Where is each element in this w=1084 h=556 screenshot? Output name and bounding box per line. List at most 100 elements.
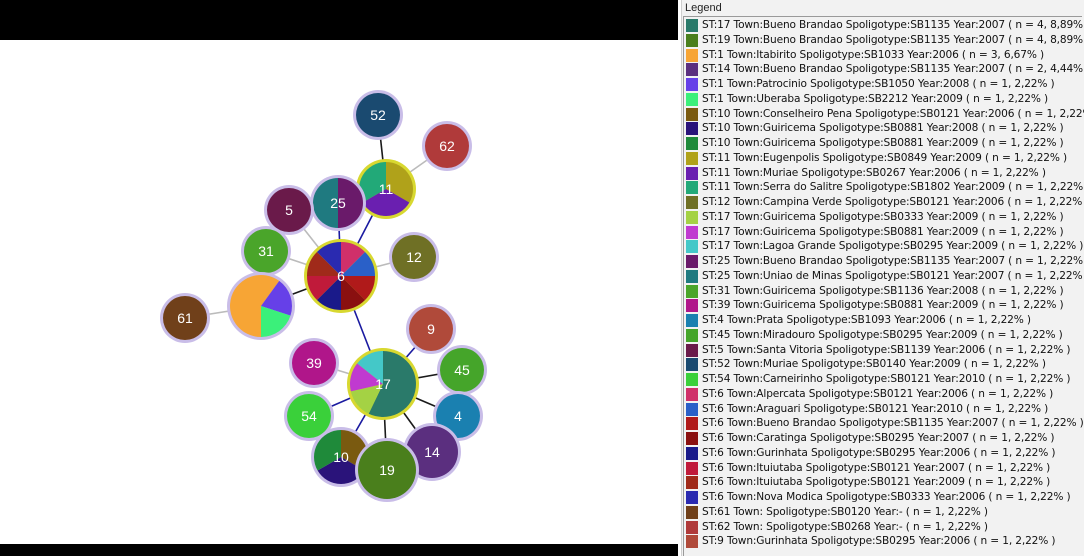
node-label: 12 <box>406 249 422 265</box>
legend-swatch <box>686 358 698 372</box>
legend-label: ST:5 Town:Santa Vitoria Spoligotype:SB11… <box>702 343 1071 356</box>
node-11[interactable]: 11 <box>356 159 416 219</box>
node-slice <box>409 307 453 351</box>
node-label: 4 <box>454 408 462 424</box>
node-label: 17 <box>375 376 391 392</box>
node-45[interactable]: 45 <box>437 345 487 395</box>
legend-label: ST:62 Town: Spoligotype:SB0268 Year:- ( … <box>702 520 988 533</box>
legend-label: ST:10 Town:Guiricema Spoligotype:SB0881 … <box>702 137 1064 149</box>
legend-swatch <box>686 520 698 534</box>
node-slice <box>230 275 280 337</box>
legend-swatch <box>686 255 698 268</box>
legend-swatch <box>686 328 698 342</box>
legend-label: ST:25 Town:Bueno Brandao Spoligotype:SB1… <box>702 255 1084 267</box>
node-slice <box>261 306 291 337</box>
legend-swatch <box>686 166 698 180</box>
node-52[interactable]: 52 <box>353 90 403 140</box>
legend-label: ST:12 Town:Campina Verde Spoligotype:SB0… <box>702 196 1084 208</box>
node-slice <box>350 363 383 392</box>
legend-swatch <box>686 92 698 106</box>
legend-label: ST:6 Town:Ituiutaba Spoligotype:SB0121 Y… <box>702 476 1051 489</box>
legend-swatch <box>686 33 698 47</box>
node-label: 61 <box>177 310 193 326</box>
legend-label: ST:6 Town:Nova Modica Spoligotype:SB0333… <box>702 491 1071 503</box>
node-slice <box>392 235 436 279</box>
top-black-bar <box>0 0 678 40</box>
legend-label: ST:14 Town:Bueno Brandao Spoligotype:SB1… <box>702 63 1084 76</box>
legend-swatch <box>686 63 698 77</box>
legend-swatch <box>686 535 698 549</box>
legend-label: ST:31 Town:Guiricema Spoligotype:SB1136 … <box>702 284 1064 297</box>
node-62[interactable]: 62 <box>422 121 472 171</box>
node-slice <box>341 276 375 301</box>
legend-label: ST:6 Town:Gurinhata Spoligotype:SB0295 Y… <box>702 446 1056 459</box>
node-slice <box>386 162 414 203</box>
legend-swatch <box>686 402 698 416</box>
legend-label: ST:61 Town: Spoligotype:SB0120 Year:- ( … <box>702 505 988 518</box>
legend-swatch <box>686 196 698 209</box>
node-slice <box>358 162 386 203</box>
legend-label: ST:17 Town:Guiricema Spoligotype:SB0881 … <box>702 225 1064 238</box>
legend-swatch <box>686 107 698 121</box>
node-slice <box>341 276 366 310</box>
legend-label: ST:52 Town:Muriae Spoligotype:SB0140 Yea… <box>702 358 1046 371</box>
legend-title: Legend <box>685 2 722 14</box>
legend-swatch <box>686 299 698 313</box>
node-slice <box>425 124 469 168</box>
node-39[interactable]: 39 <box>289 338 339 388</box>
legend-swatch <box>686 78 698 91</box>
node-1[interactable] <box>227 272 295 340</box>
node-17[interactable]: 17 <box>347 348 419 420</box>
node-slice <box>440 348 484 392</box>
node-19[interactable]: 19 <box>355 438 419 502</box>
legend-label: ST:6 Town:Ituiutaba Spoligotype:SB0121 Y… <box>702 461 1051 474</box>
legend-label: ST:25 Town:Uniao de Minas Spoligotype:SB… <box>702 269 1084 282</box>
node-slice <box>358 441 416 499</box>
node-5[interactable]: 5 <box>264 185 314 235</box>
legend-swatch <box>686 210 698 224</box>
network-graph[interactable]: 52 62 11 25 5 31 6 12 61 9 39 17 45 54 4 10 14 19 <box>0 40 678 544</box>
legend-swatch <box>686 343 698 357</box>
node-label: 45 <box>454 362 470 378</box>
legend-frame <box>683 16 1082 556</box>
node-slice <box>356 93 400 137</box>
node-label: 62 <box>439 138 455 154</box>
node-25[interactable]: 25 <box>310 175 366 231</box>
node-slice <box>368 351 416 417</box>
node-54[interactable]: 54 <box>284 391 334 441</box>
node-slice <box>307 251 341 276</box>
node-slice <box>307 276 341 301</box>
node-6[interactable]: 6 <box>304 239 378 313</box>
legend-swatch <box>686 314 698 327</box>
node-label: 14 <box>424 444 440 460</box>
node-9[interactable]: 9 <box>406 304 456 354</box>
node-label: 9 <box>427 321 435 337</box>
node-12[interactable]: 12 <box>389 232 439 282</box>
node-slice <box>316 276 341 310</box>
legend-label: ST:4 Town:Prata Spoligotype:SB1093 Year:… <box>702 314 1031 326</box>
node-slice <box>163 296 207 340</box>
legend-swatch <box>686 387 698 401</box>
node-slice <box>341 251 375 276</box>
legend-swatch <box>686 373 698 386</box>
node-slice <box>406 426 458 478</box>
node-31[interactable]: 31 <box>241 226 291 276</box>
legend-swatch <box>686 181 698 195</box>
legend-swatch <box>686 122 698 136</box>
node-61[interactable]: 61 <box>160 293 210 343</box>
legend-swatch <box>686 137 698 150</box>
legend-swatch <box>686 225 698 239</box>
node-slice <box>338 178 363 228</box>
legend-label: ST:39 Town:Guiricema Spoligotype:SB0881 … <box>702 299 1064 312</box>
legend-label: ST:1 Town:Patrocinio Spoligotype:SB1050 … <box>702 78 1055 90</box>
node-label: 5 <box>285 202 293 218</box>
legend-swatch <box>686 446 698 460</box>
node-label: 19 <box>379 462 395 478</box>
graph-nodes: 52 62 11 25 5 31 6 12 61 9 39 17 45 54 4 10 14 19 <box>160 90 487 502</box>
legend-label: ST:19 Town:Bueno Brandao Spoligotype:SB1… <box>702 33 1084 46</box>
node-slice <box>292 341 336 385</box>
legend-swatch <box>686 461 698 475</box>
node-slice <box>261 280 292 316</box>
legend-swatch <box>686 48 698 62</box>
legend-swatch <box>686 491 698 504</box>
